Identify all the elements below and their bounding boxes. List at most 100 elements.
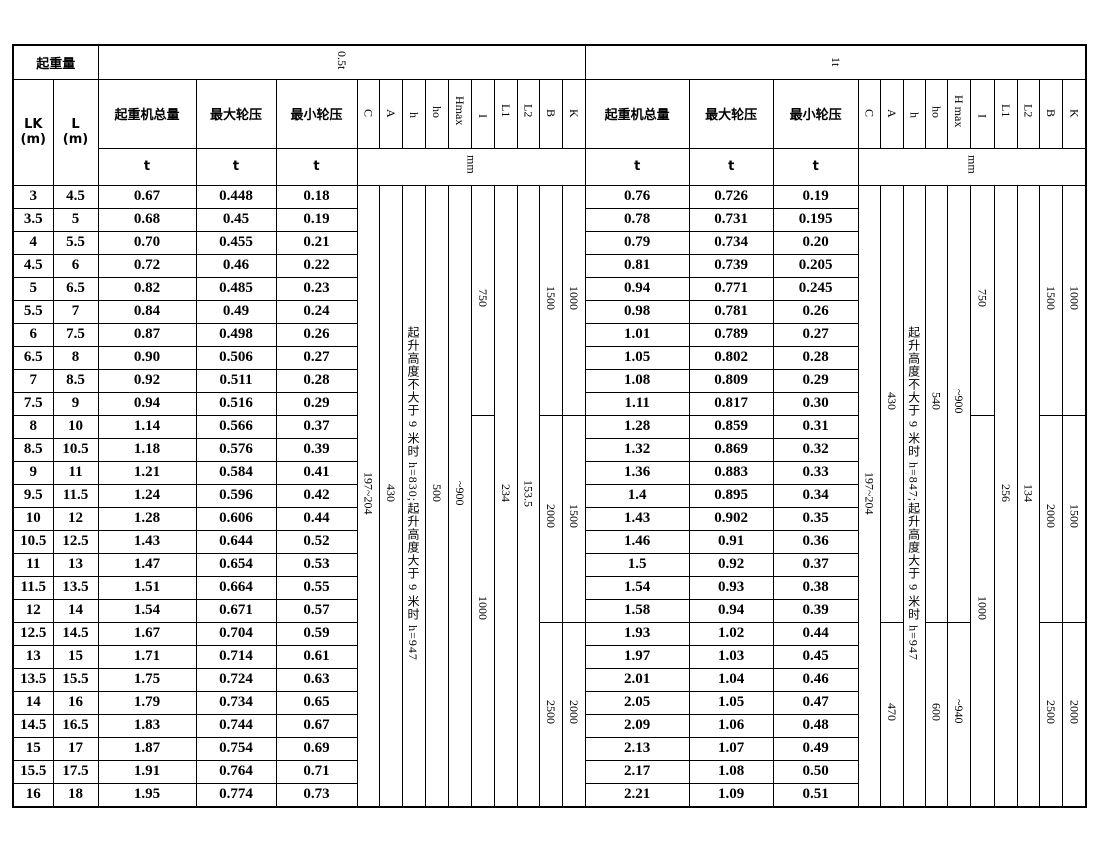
total-weight-one-cell: 0.78 <box>584 207 690 232</box>
dim-cell: 430 <box>378 184 403 807</box>
dim-header-half: B <box>538 78 563 149</box>
max-wheel-half-cell: 0.448 <box>195 184 277 209</box>
dim-value: 2500 <box>544 699 559 724</box>
dim-header-one: L2 <box>1016 78 1040 149</box>
max-wheel-half-cell: 0.734 <box>195 690 277 715</box>
min-wheel-half-cell: 0.19 <box>275 207 358 232</box>
min-wheel-half-cell: 0.41 <box>275 460 358 485</box>
dim-label: B <box>544 109 559 118</box>
table-row: 10 12 1.28 0.606 0.44 1.43 0.902 0.35 <box>12 506 1086 531</box>
max-wheel-one-cell: 1.03 <box>688 644 774 669</box>
min-wheel-one-cell: 0.46 <box>772 667 859 692</box>
lk-cell: 4 <box>12 230 54 255</box>
table-row: 8.5 10.5 1.18 0.576 0.39 1.32 0.869 0.32 <box>12 437 1086 462</box>
min-wheel-one-cell: 0.49 <box>772 736 859 761</box>
dim-label: L2 <box>1021 104 1036 118</box>
total-weight-one-cell: 1.58 <box>584 598 690 623</box>
max-wheel-one-cell: 1.07 <box>688 736 774 761</box>
dim-value: 153.5 <box>521 479 536 507</box>
max-wheel-half-cell: 0.511 <box>195 368 277 393</box>
min-wheel-half-cell: 0.57 <box>275 598 358 623</box>
lk-cell: 3 <box>12 184 54 209</box>
dim-label: B <box>1044 109 1059 118</box>
total-weight-one-cell: 0.79 <box>584 230 690 255</box>
table-row: 5 6.5 0.82 0.485 0.23 0.94 0.771 0.245 <box>12 276 1086 301</box>
lk-cell: 10.5 <box>12 529 54 554</box>
max-wheel-one-cell: 0.902 <box>688 506 774 531</box>
dim-label: L1 <box>499 104 514 118</box>
dim-value: 750 <box>975 288 990 307</box>
total-weight-one-cell: 0.81 <box>584 253 690 278</box>
min-wheel-half-cell: 0.65 <box>275 690 358 715</box>
total-weight-one-cell: 1.54 <box>584 575 690 600</box>
min-wheel-half-cell: 0.44 <box>275 506 358 531</box>
dim-cell: 2000 <box>1061 621 1087 807</box>
dim-value: 750 <box>476 288 491 307</box>
max-wheel-half-cell: 0.704 <box>195 621 277 646</box>
dim-label: A <box>384 108 399 118</box>
max-wheel-one-cell: 0.895 <box>688 483 774 508</box>
total-weight-half: 起重机总量 <box>97 78 197 149</box>
total-weight-half-cell: 1.75 <box>97 667 197 692</box>
max-wheel-half-cell: 0.606 <box>195 506 277 531</box>
l-unit: (m) <box>62 132 89 147</box>
min-wheel-half-cell: 0.67 <box>275 713 358 738</box>
total-weight-one-cell: 2.09 <box>584 713 690 738</box>
lk-cell: 5.5 <box>12 299 54 324</box>
dim-cell: 1500 <box>1061 414 1087 623</box>
total-weight-half-cell: 1.21 <box>97 460 197 485</box>
unit-mm: mm <box>965 154 980 174</box>
total-weight-half-cell: 0.87 <box>97 322 197 347</box>
lk-cell: 10 <box>12 506 54 531</box>
dim-cell: ~940 <box>946 621 971 807</box>
dim-header-half: L2 <box>516 78 540 149</box>
unit-mm-half: mm <box>356 147 586 186</box>
min-wheel-one-cell: 0.245 <box>772 276 859 301</box>
min-wheel-one-cell: 0.50 <box>772 759 859 784</box>
l-cell: 5 <box>52 207 99 232</box>
total-weight-half-cell: 1.83 <box>97 713 197 738</box>
table-row: 8 10 1.14 0.566 0.37 1000 2000 1500 1.28 0.859 0.3… <box>12 414 1087 807</box>
unit-t: t <box>195 147 277 186</box>
max-wheel-half-cell: 0.576 <box>195 437 277 462</box>
lk-cell: 7 <box>12 368 54 393</box>
min-wheel-one: 最小轮压 <box>772 78 859 149</box>
dim-value: 540 <box>929 392 944 410</box>
dim-value: 2000 <box>1067 699 1082 724</box>
dim-value: 2000 <box>544 504 559 528</box>
min-wheel-one-cell: 0.28 <box>772 345 859 370</box>
dim-value: 234 <box>499 484 514 502</box>
dim-header-one: h <box>902 78 926 149</box>
min-wheel-half-cell: 0.71 <box>275 759 358 784</box>
table-row: 15.5 17.5 1.91 0.764 0.71 2.17 1.08 0.50 <box>12 759 1086 784</box>
min-wheel-one-cell: 0.26 <box>772 299 859 324</box>
dim-header-half: ho <box>424 78 449 149</box>
table-row: 3 4.5 0.67 0.448 0.18 197~204 430 起升高度不大于 9 米时 … <box>12 184 1087 807</box>
max-wheel-half-cell: 0.506 <box>195 345 277 370</box>
max-wheel-half-cell: 0.664 <box>195 575 277 600</box>
max-wheel-one-cell: 1.08 <box>688 759 774 784</box>
table-row: 11.5 13.5 1.51 0.664 0.55 1.54 0.93 0.38 <box>12 575 1086 600</box>
max-wheel-one-cell: 0.869 <box>688 437 774 462</box>
total-weight-half-cell: 1.14 <box>97 414 197 439</box>
min-wheel-one-cell: 0.45 <box>772 644 859 669</box>
dim-label: L2 <box>521 104 536 118</box>
lk-cell: 5 <box>12 276 54 301</box>
min-wheel-half-cell: 0.69 <box>275 736 358 761</box>
min-wheel-half-cell: 0.21 <box>275 230 358 255</box>
table-row: 7.5 9 0.94 0.516 0.29 1.11 0.817 0.30 <box>12 391 1086 416</box>
total-weight-half-cell: 1.47 <box>97 552 197 577</box>
total-weight-one-cell: 0.98 <box>584 299 690 324</box>
total-weight-one: 起重机总量 <box>584 78 690 149</box>
l-cell: 13 <box>52 552 99 577</box>
min-wheel-half-cell: 0.52 <box>275 529 358 554</box>
max-wheel-half-cell: 0.46 <box>195 253 277 278</box>
l-cell: 8 <box>52 345 99 370</box>
l-cell: 14 <box>52 598 99 623</box>
dim-cell: 2000 <box>561 621 586 807</box>
l-cell: 11 <box>52 460 99 485</box>
min-wheel-one-cell: 0.37 <box>772 552 859 577</box>
table-row: 6 7.5 0.87 0.498 0.26 1.01 0.789 0.27 <box>12 322 1086 347</box>
total-weight-half-cell: 0.67 <box>97 184 197 209</box>
dim-cell: 1000 <box>470 414 495 807</box>
